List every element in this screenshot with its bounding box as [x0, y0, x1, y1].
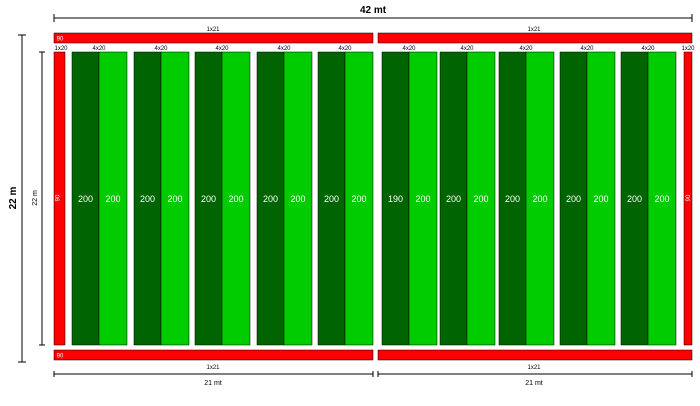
plot-dark-value: 200 [324, 194, 339, 204]
right-side-strip-label: 1x20 [681, 46, 695, 52]
plot-dark-green [620, 51, 649, 346]
plot-dark-green [559, 51, 588, 346]
plot-light-green [98, 51, 128, 346]
plot-light-value: 200 [167, 194, 182, 204]
plot-size-label: 4x20 [460, 46, 474, 52]
top-left-strip-label: 1x21 [206, 27, 220, 33]
plot-light-value: 200 [415, 194, 430, 204]
plot-dark-green [317, 51, 346, 346]
top-dimension: 42 mt [53, 5, 693, 22]
plot-dark-value: 200 [627, 194, 642, 204]
plot-dark-value: 200 [78, 194, 93, 204]
right-side-strip-value: 90 [686, 194, 692, 201]
plot-dark-value: 200 [201, 194, 216, 204]
plot-dark-value: 200 [446, 194, 461, 204]
total-height-label: 22 m [8, 186, 19, 209]
plot-dark-value: 200 [566, 194, 581, 204]
plot-dark-green [194, 51, 223, 346]
plot-light-value: 200 [105, 194, 120, 204]
plot-light-value: 200 [351, 194, 366, 204]
plot-light-value: 200 [473, 194, 488, 204]
plot-light-green [586, 51, 616, 346]
inner-height-label: 22 m [32, 190, 39, 206]
plot-size-label: 4x20 [580, 46, 594, 52]
plot-light-green [408, 51, 438, 346]
plot-light-green [221, 51, 251, 346]
left-side-strip-value: 90 [56, 194, 62, 201]
plot-light-green [160, 51, 190, 346]
plot-light-green [344, 51, 374, 346]
plot-light-value: 200 [228, 194, 243, 204]
plot-dark-green [498, 51, 527, 346]
plot-size-label: 4x20 [215, 46, 229, 52]
plot-size-label: 4x20 [338, 46, 352, 52]
total-width-label: 42 mt [360, 5, 387, 16]
plot-light-value: 200 [532, 194, 547, 204]
plot-dark-green [381, 51, 410, 346]
bottom-right-width-label: 21 mt [525, 380, 543, 387]
top-left-strip-value: 90 [57, 37, 64, 43]
plot-light-green [283, 51, 313, 346]
plot-size-label: 4x20 [154, 46, 168, 52]
plot-size-label: 4x20 [277, 46, 291, 52]
plot-light-green [525, 51, 555, 346]
plot-light-value: 200 [654, 194, 669, 204]
plot-dark-green [439, 51, 468, 346]
bottom-dimensions: 21 mt 21 mt [53, 371, 693, 387]
top-strips: 1x21 1x21 90 [53, 27, 693, 44]
plot-dark-value: 200 [505, 194, 520, 204]
plot-size-label: 4x20 [519, 46, 533, 52]
plots-group: 4x20 200 200 4x20 200 200 4x20 200 200 4x20 200 200… [71, 46, 677, 346]
plot-light-value: 200 [290, 194, 305, 204]
plot-dark-green [133, 51, 162, 346]
bottom-strips: 90 1x21 1x21 [53, 349, 693, 371]
left-inner-dimension: 22 m [32, 51, 45, 346]
plot-light-green [466, 51, 496, 346]
top-left-strip [53, 32, 374, 44]
plot-light-value: 200 [593, 194, 608, 204]
bottom-left-strip [53, 349, 374, 361]
side-strips: 1x20 90 1x20 90 [53, 46, 695, 346]
left-outer-dimension: 22 m [8, 34, 26, 363]
plot-dark-value: 190 [388, 194, 403, 204]
plot-dark-green [256, 51, 285, 346]
left-side-strip [53, 51, 66, 346]
bottom-right-strip [377, 349, 693, 361]
plot-size-label: 4x20 [402, 46, 416, 52]
left-side-strip-label: 1x20 [54, 46, 68, 52]
plot-dark-value: 200 [140, 194, 155, 204]
plot-light-green [647, 51, 677, 346]
bottom-right-strip-label: 1x21 [527, 365, 541, 371]
plot-size-label: 4x20 [641, 46, 655, 52]
right-side-strip [683, 51, 693, 346]
bottom-left-strip-label: 1x21 [206, 365, 220, 371]
plot-dark-green [71, 51, 100, 346]
top-right-strip [377, 32, 693, 44]
bottom-left-width-label: 21 mt [204, 380, 222, 387]
plot-dark-value: 200 [263, 194, 278, 204]
top-right-strip-label: 1x21 [527, 27, 541, 33]
plot-size-label: 4x20 [92, 46, 106, 52]
bottom-left-strip-value: 90 [57, 354, 64, 360]
